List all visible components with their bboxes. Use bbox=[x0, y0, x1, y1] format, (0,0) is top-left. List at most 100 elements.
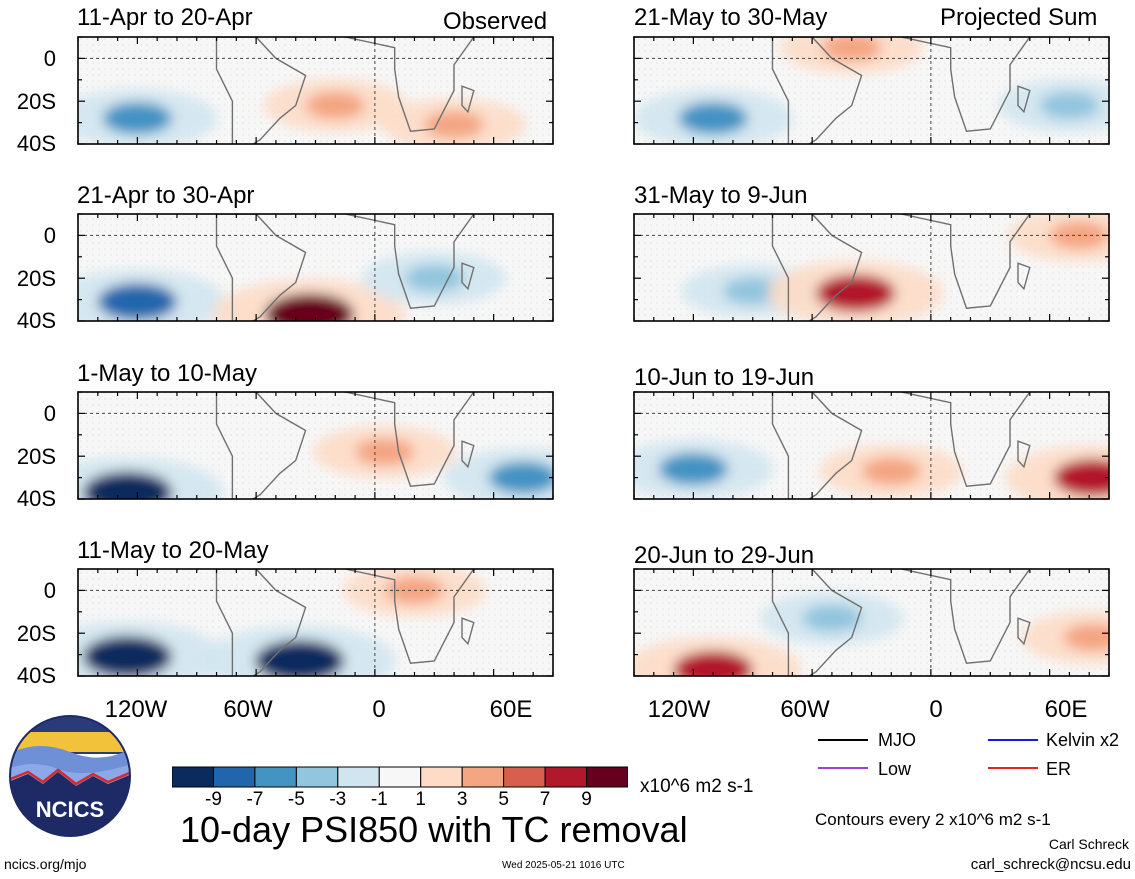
south-america-coast bbox=[215, 569, 307, 676]
anomaly-core bbox=[1063, 623, 1109, 652]
contour-note: Contours every 2 x10^6 m2 s-1 bbox=[815, 810, 1051, 829]
africa-coast bbox=[901, 569, 1031, 664]
south-america-coast bbox=[771, 569, 863, 676]
anomaly-core bbox=[97, 283, 177, 321]
colorbar-swatch bbox=[172, 766, 214, 788]
x-tick-60w: 60W bbox=[223, 696, 273, 723]
madagascar-coast bbox=[1017, 440, 1031, 469]
anomaly-core bbox=[678, 102, 748, 135]
logo-text: NCICS bbox=[36, 797, 104, 822]
madagascar-coast bbox=[461, 617, 475, 646]
main-title: 10-day PSI850 with TC removal bbox=[180, 809, 688, 850]
south-america-coast bbox=[771, 392, 863, 499]
x-tick-0: 0 bbox=[372, 696, 386, 723]
colorbar-tick-label: 7 bbox=[539, 789, 551, 810]
africa-coast bbox=[345, 37, 475, 132]
africa-coast bbox=[901, 214, 1031, 309]
colorbar-swatch bbox=[544, 766, 588, 788]
y-tick-20s: 20S bbox=[16, 621, 56, 646]
panel-title-l2: 21-Apr to 30-Apr bbox=[77, 182, 255, 209]
madagascar-coast bbox=[1017, 85, 1031, 114]
legend-er: ER bbox=[1046, 759, 1072, 779]
colorbar-swatch bbox=[254, 766, 297, 788]
x-tick-0: 0 bbox=[929, 696, 943, 723]
map-panel bbox=[633, 36, 1110, 145]
colorbar-swatch bbox=[586, 766, 628, 788]
map-panel bbox=[633, 391, 1110, 500]
line-legend bbox=[818, 739, 1038, 769]
colorbar-swatch bbox=[212, 766, 256, 788]
x-tick-60e: 60E bbox=[1044, 696, 1088, 723]
south-america-coast bbox=[771, 214, 863, 321]
anomaly-core bbox=[861, 457, 921, 485]
anomaly-core bbox=[1039, 91, 1099, 120]
madagascar-coast bbox=[461, 85, 475, 114]
madagascar-coast bbox=[1017, 262, 1031, 291]
footer-author: Carl Schreck bbox=[1048, 836, 1129, 852]
south-america-coast bbox=[215, 392, 307, 499]
y-tick-20s: 20S bbox=[16, 444, 56, 469]
legend-low: Low bbox=[878, 759, 912, 779]
y-tick-0: 0 bbox=[43, 401, 56, 426]
africa-coast bbox=[345, 214, 475, 309]
africa-coast bbox=[345, 392, 475, 487]
anomaly-core bbox=[816, 274, 896, 312]
panel-title-l3: 1-May to 10-May bbox=[77, 360, 258, 387]
y-tick-20s: 20S bbox=[16, 89, 56, 114]
anomaly-core bbox=[82, 635, 172, 676]
colorbar-tick-label: -7 bbox=[246, 789, 264, 810]
y-tick-0: 0 bbox=[43, 223, 56, 248]
anomaly-core bbox=[723, 277, 783, 305]
panel-title-l4: 11-May to 20-May bbox=[77, 537, 269, 564]
anomaly-core bbox=[488, 461, 553, 494]
x-tick-120w: 120W bbox=[647, 696, 711, 723]
legend-mjo: MJO bbox=[878, 730, 916, 750]
y-tick-40s: 40S bbox=[16, 131, 56, 156]
colorbar-tick-label: 3 bbox=[456, 789, 468, 810]
footer-url[interactable]: ncics.org/mjo bbox=[4, 856, 87, 872]
x-tick-60w: 60W bbox=[780, 696, 830, 723]
south-america-coast bbox=[215, 37, 307, 144]
anomaly-core bbox=[1053, 459, 1109, 496]
map-panel bbox=[77, 391, 554, 500]
y-tick-20s: 20S bbox=[16, 266, 56, 291]
anomaly-core bbox=[265, 293, 355, 321]
ncics-logo: NCICS bbox=[9, 715, 131, 837]
map-panel bbox=[633, 213, 1110, 322]
colorbar-swatch bbox=[461, 766, 505, 788]
anomaly-core bbox=[305, 91, 365, 120]
colorbar-tick-label: 1 bbox=[415, 789, 426, 810]
colorbar-tick-label: 9 bbox=[581, 789, 592, 810]
footer-email[interactable]: carl_schreck@ncsu.edu bbox=[970, 856, 1131, 873]
colorbar-swatch bbox=[337, 766, 380, 788]
colorbar-units: x10^6 m2 s-1 bbox=[640, 776, 754, 797]
madagascar-coast bbox=[1017, 617, 1031, 646]
anomaly-core bbox=[673, 651, 753, 676]
colorbar-tick-label: -3 bbox=[329, 789, 347, 810]
madagascar-coast bbox=[461, 440, 475, 469]
colorbar-tick-label: -9 bbox=[205, 789, 222, 810]
colorbar-swatch bbox=[420, 766, 463, 788]
africa-coast bbox=[901, 392, 1031, 487]
panel-title-r1: 21-May to 30-May bbox=[634, 4, 828, 31]
colorbar-tick-label: -5 bbox=[287, 789, 305, 810]
x-tick-120w: 120W bbox=[104, 696, 168, 723]
colorbar-tick-label: 5 bbox=[498, 789, 509, 810]
map-panel bbox=[77, 36, 554, 145]
projected-sum-label: Projected Sum bbox=[940, 4, 1098, 31]
observed-label: Observed bbox=[443, 8, 548, 35]
y-tick-40s: 40S bbox=[16, 486, 56, 511]
anomaly-core bbox=[82, 471, 172, 499]
anomaly-core bbox=[802, 604, 862, 632]
colorbar bbox=[172, 766, 628, 788]
footer-timestamp: Wed 2025-05-21 1016 UTC bbox=[502, 860, 625, 871]
panel-title-r4: 20-Jun to 29-Jun bbox=[634, 542, 815, 569]
anomaly-core bbox=[658, 453, 728, 486]
panel-title-r3: 10-Jun to 19-Jun bbox=[634, 364, 815, 391]
south-america-coast bbox=[215, 214, 307, 321]
y-tick-40s: 40S bbox=[16, 308, 56, 333]
map-panel bbox=[77, 213, 554, 322]
colorbar-swatch bbox=[295, 766, 339, 788]
colorbar-swatch bbox=[378, 766, 422, 788]
